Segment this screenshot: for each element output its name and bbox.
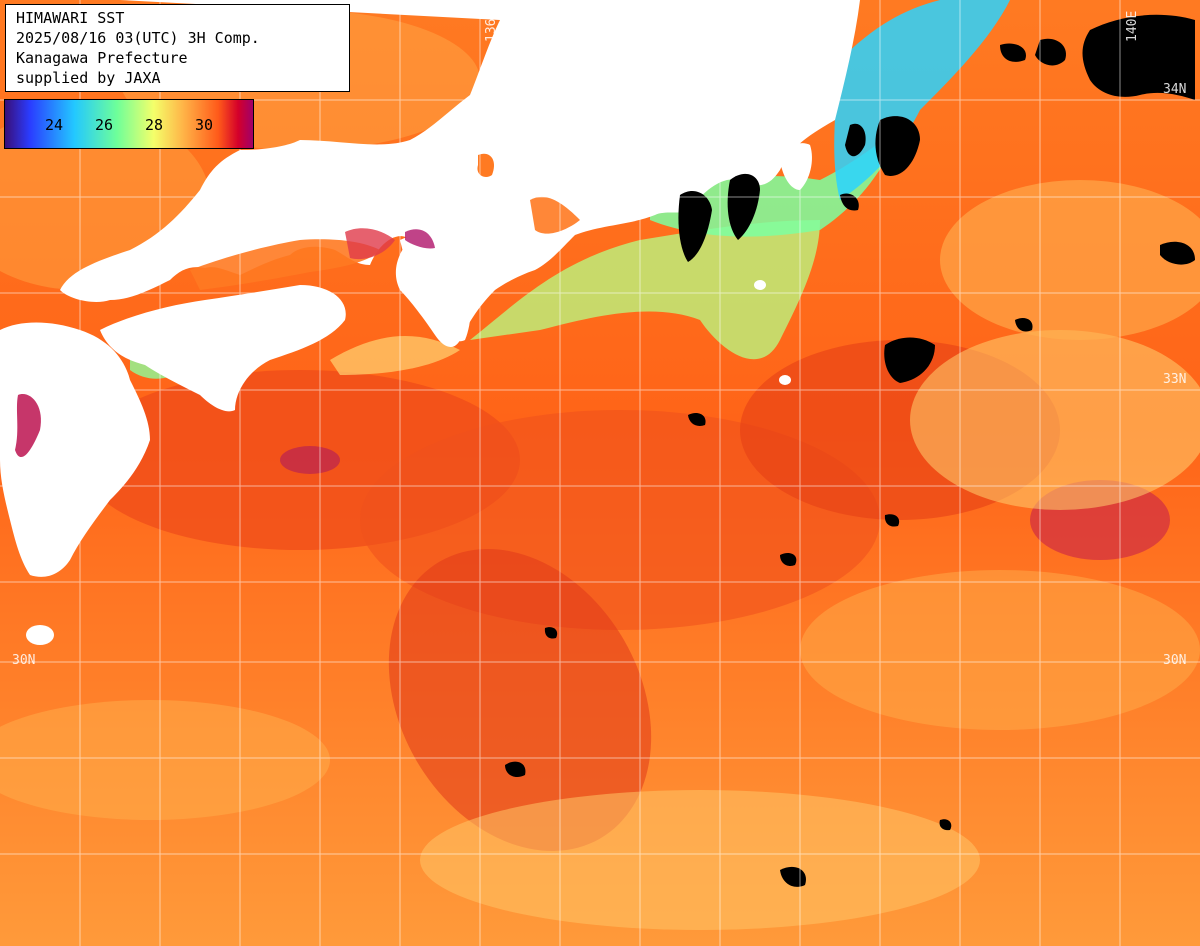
title-line: HIMAWARI SST (16, 9, 125, 27)
inland-sea (15, 153, 580, 458)
lat-label-30-right: 30N (1163, 653, 1187, 668)
temperature-color-scale: 24 26 28 30 (4, 99, 254, 149)
info-box: HIMAWARI SST 2025/08/16 03(UTC) 3H Comp.… (5, 4, 350, 92)
legend-tick-30: 30 (195, 116, 214, 134)
lon-label-136: 136E (484, 10, 499, 42)
lon-label-140: 140E (1125, 10, 1140, 42)
legend-tick-28: 28 (145, 116, 164, 134)
lat-label-33-left: 33 (8, 372, 24, 387)
region-line: Kanagawa Prefecture (16, 49, 188, 67)
legend-tick-26: 26 (95, 116, 114, 134)
datetime-line: 2025/08/16 03(UTC) 3H Comp. (16, 29, 260, 47)
credit-line: supplied by JAXA (16, 69, 161, 87)
lat-label-30-left: 30N (12, 653, 36, 668)
lat-label-33-right: 33N (1163, 372, 1187, 387)
lat-label-34-right: 34N (1163, 82, 1187, 97)
legend-tick-24: 24 (45, 116, 64, 134)
cloud-mask (505, 14, 1195, 887)
